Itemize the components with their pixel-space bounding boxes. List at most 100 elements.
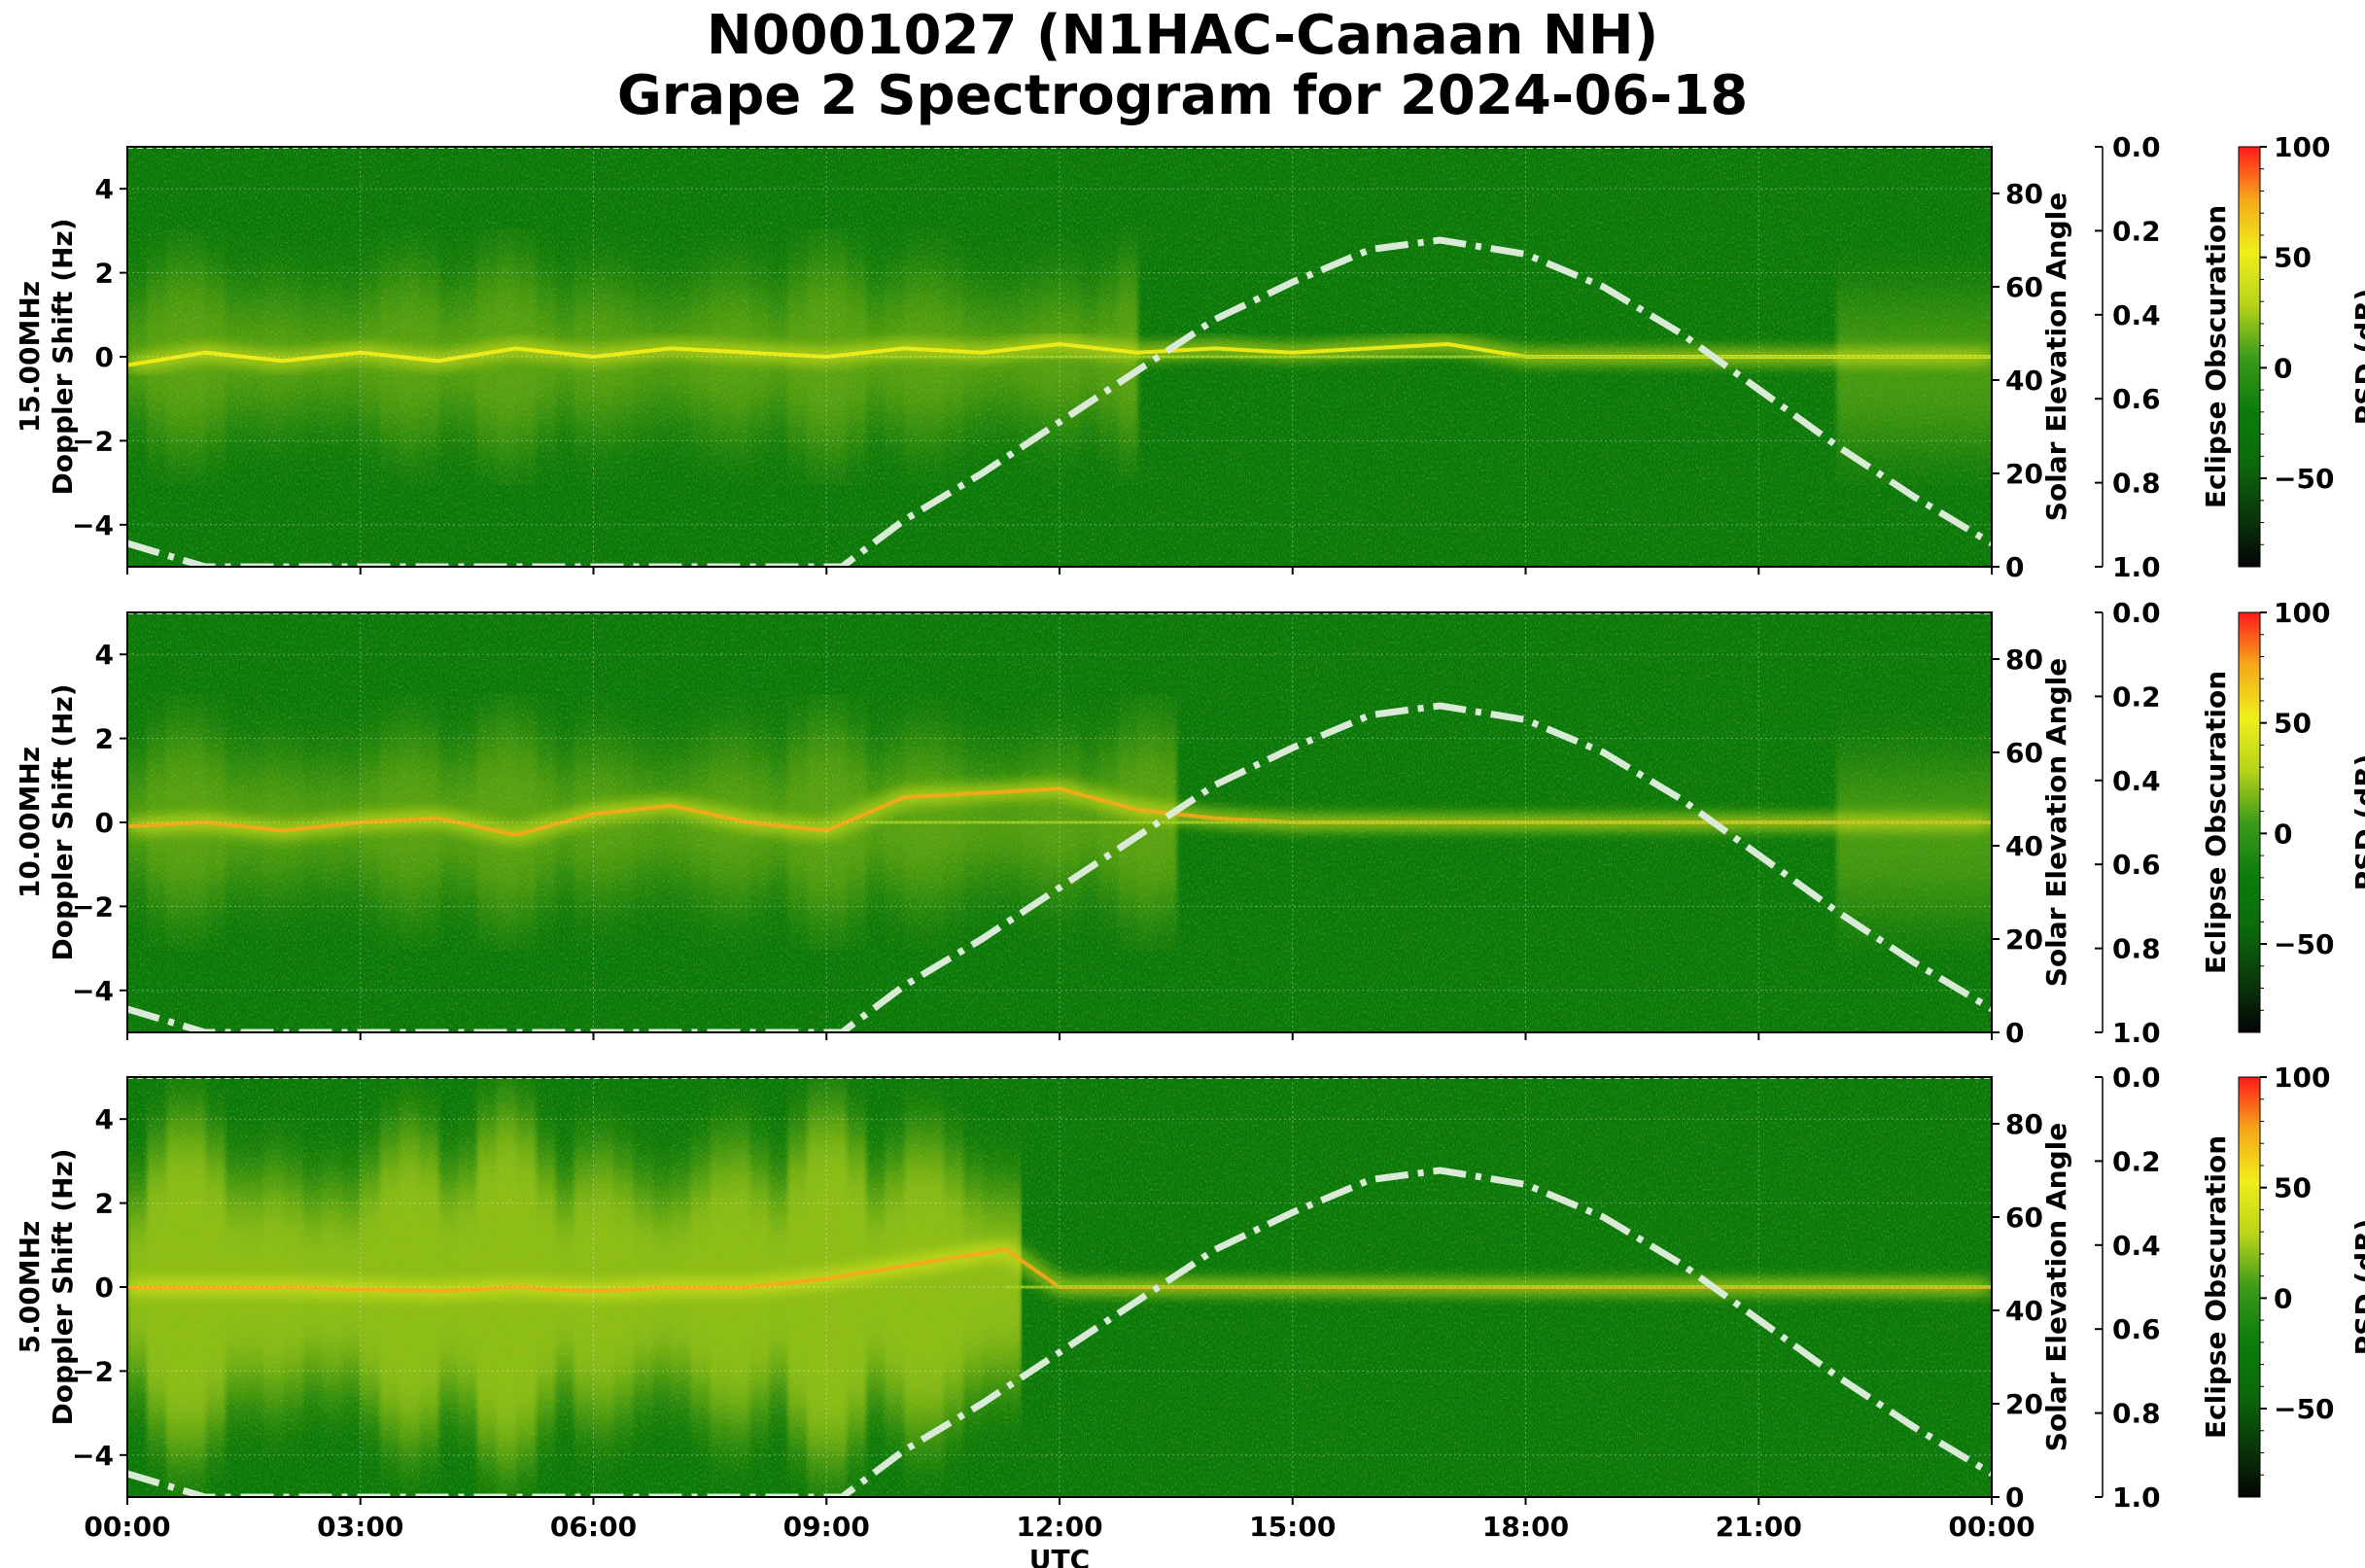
- y-axis-label-line: Doppler Shift (Hz): [47, 218, 79, 495]
- y-tick-label: 2: [95, 1188, 114, 1220]
- haze-streak: [1895, 772, 1917, 907]
- haze-streak: [885, 1167, 906, 1408]
- colorbar-tick-label: 100: [2274, 1062, 2330, 1094]
- panel-15-00mhz: −4 −2 0 2 4 15.00MHzDoppler Shift (Hz) 0 20 40 60…: [14, 131, 2365, 583]
- colorbar-tick-label: 0: [2274, 1282, 2292, 1314]
- solar-tick-label: 40: [2005, 1295, 2043, 1327]
- y-tick-label: −2: [72, 425, 114, 457]
- haze-streak: [962, 1187, 984, 1387]
- x-tick-label: 21:00: [1716, 1511, 1802, 1543]
- haze-streak: [593, 754, 614, 890]
- eclipse-tick-label: 0.2: [2112, 1145, 2161, 1177]
- y-tick-label: 2: [95, 723, 114, 755]
- haze-streak: [904, 1142, 925, 1432]
- solar-axis-label: Solar Elevation Angle: [2040, 192, 2072, 521]
- colorbar-tick-label: 100: [2274, 131, 2330, 163]
- y-axis-label-line: 15.00MHz: [14, 281, 46, 433]
- solar-tick-label: 0: [2005, 1481, 2024, 1514]
- spectrogram-body: [127, 1077, 1992, 1497]
- haze-streak: [923, 1143, 945, 1431]
- y-tick-label: −4: [72, 509, 114, 541]
- doppler-trace: [127, 1246, 1992, 1294]
- colorbar: [2238, 146, 2261, 568]
- x-axis-label: UTC: [1029, 1544, 1090, 1568]
- eclipse-tick-label: 0.2: [2112, 215, 2161, 247]
- colorbar: [2238, 611, 2261, 1033]
- x-tick-label: 03:00: [317, 1511, 403, 1543]
- haze-streak: [1953, 306, 1975, 441]
- solar-tick-label: 60: [2005, 271, 2043, 303]
- haze-streak: [865, 1187, 887, 1387]
- haze-streak: [1875, 772, 1897, 907]
- spectrogram-haze: [127, 730, 1992, 915]
- y-axis-label: 10.00MHzDoppler Shift (Hz): [14, 683, 79, 960]
- colorbar-tick-label: 50: [2274, 242, 2312, 274]
- spectrogram-body: [127, 147, 1992, 567]
- haze-streak: [496, 730, 517, 915]
- x-tick-label: 00:00: [1948, 1511, 2035, 1543]
- solar-tick-label: 40: [2005, 365, 2043, 397]
- y-axis-label-line: 10.00MHz: [14, 747, 46, 898]
- colorbar-label: PSD (dB): [2349, 754, 2365, 891]
- haze-streak: [612, 761, 634, 884]
- y-tick-label: 0: [95, 807, 114, 839]
- y-tick-label: 4: [95, 639, 114, 671]
- x-tick-label: 06:00: [550, 1511, 637, 1543]
- colorbar-tick-label: 100: [2274, 597, 2330, 629]
- y-axis-label-line: Doppler Shift (Hz): [47, 1148, 79, 1425]
- eclipse-tick-label: 0.4: [2112, 299, 2161, 331]
- eclipse-tick-label: 0.0: [2112, 131, 2161, 163]
- solar-tick-label: 0: [2005, 1017, 2024, 1049]
- y-tick-label: −2: [72, 1355, 114, 1387]
- haze-streak: [1914, 306, 1936, 441]
- solar-tick-label: 0: [2005, 551, 2024, 583]
- colorbar: [2238, 1076, 2261, 1498]
- solar-elevation-curve: [127, 236, 1992, 567]
- haze-streak: [651, 776, 673, 869]
- y-axis-label: 15.00MHzDoppler Shift (Hz): [14, 218, 79, 495]
- solar-tick-label: 20: [2005, 1388, 2043, 1420]
- solar-tick-label: 20: [2005, 923, 2043, 956]
- haze-streak: [1972, 772, 1992, 907]
- solar-elevation-curve: [127, 1167, 1992, 1497]
- colorbar-tick-label: 0: [2274, 352, 2292, 384]
- y-tick-label: 4: [95, 1103, 114, 1135]
- solar-tick-label: 80: [2005, 178, 2043, 210]
- colorbar-tick-label: 50: [2274, 708, 2312, 740]
- y-tick-label: −4: [72, 975, 114, 1007]
- eclipse-tick-label: 0.0: [2112, 1062, 2161, 1094]
- haze-streak: [1895, 306, 1917, 441]
- haze-streak: [1953, 772, 1975, 907]
- haze-streak: [943, 1163, 964, 1411]
- eclipse-tick-label: 0.8: [2112, 933, 2161, 965]
- y-tick-label: 0: [95, 341, 114, 373]
- haze-streak: [1856, 306, 1878, 441]
- eclipse-tick-label: 0.6: [2112, 1313, 2161, 1345]
- haze-streak: [1836, 772, 1859, 907]
- solar-tick-label: 60: [2005, 1202, 2043, 1234]
- y-tick-label: 2: [95, 258, 114, 290]
- colorbar-tick-label: −50: [2274, 463, 2334, 495]
- eclipse-tick-label: 1.0: [2112, 551, 2161, 583]
- solar-elevation-curve: [127, 702, 1992, 1032]
- y-axis-label-line: 5.00MHz: [14, 1221, 46, 1354]
- eclipse-axis-label: Eclipse Obscuration: [2200, 1135, 2232, 1439]
- eclipse-tick-label: 1.0: [2112, 1017, 2161, 1049]
- solar-tick-label: 20: [2005, 458, 2043, 490]
- colorbar-tick-label: 50: [2274, 1172, 2312, 1204]
- panel-10-00mhz: −4 −2 0 2 4 10.00MHzDoppler Shift (Hz) 0 20 40 60…: [14, 597, 2365, 1049]
- haze-streak: [690, 762, 712, 883]
- haze-streak: [632, 771, 653, 874]
- eclipse-tick-label: 0.4: [2112, 765, 2161, 797]
- colorbar-label: PSD (dB): [2349, 289, 2365, 426]
- x-tick-label: 12:00: [1016, 1511, 1102, 1543]
- haze-streak: [515, 738, 537, 907]
- x-tick-label: 00:00: [84, 1511, 170, 1543]
- haze-streak: [846, 1141, 867, 1433]
- eclipse-tick-label: 0.6: [2112, 383, 2161, 415]
- x-tick-label: 15:00: [1249, 1511, 1336, 1543]
- haze-streak: [1972, 306, 1992, 441]
- colorbar-label: PSD (dB): [2349, 1219, 2365, 1356]
- eclipse-tick-label: 0.2: [2112, 680, 2161, 713]
